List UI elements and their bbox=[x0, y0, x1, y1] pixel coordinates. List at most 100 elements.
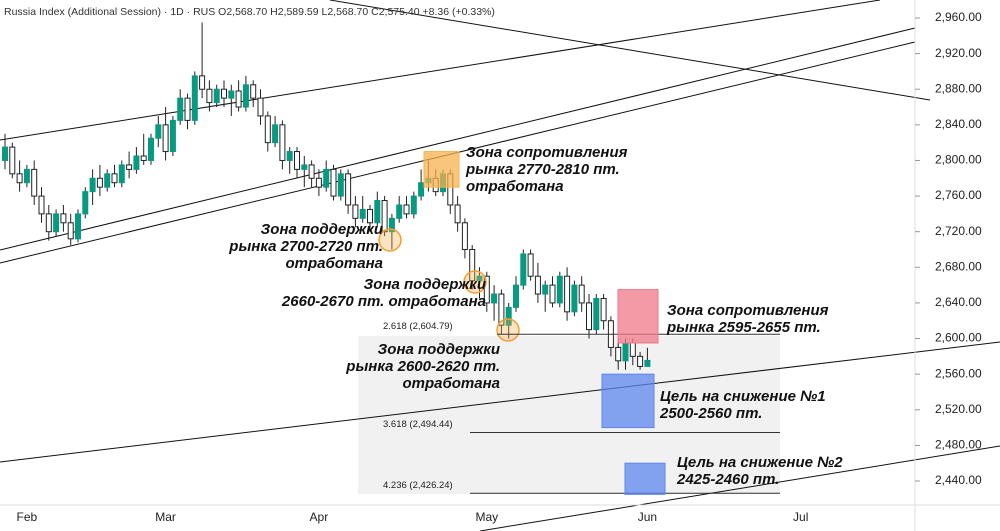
x-tick-label: Feb bbox=[17, 510, 38, 524]
candle-body bbox=[104, 173, 111, 188]
candle-body bbox=[469, 249, 476, 282]
candle-body bbox=[301, 164, 308, 170]
candle-body bbox=[38, 195, 45, 215]
fib-area bbox=[358, 336, 780, 494]
candle-body bbox=[140, 155, 147, 161]
candle-body bbox=[527, 253, 534, 277]
y-tick-label: 2,800.00 bbox=[935, 153, 982, 167]
annotation: Зона сопротивления bbox=[667, 302, 829, 319]
y-tick-label: 2,880.00 bbox=[935, 81, 982, 95]
annotation: Зона поддержки bbox=[261, 221, 383, 238]
candle-body bbox=[199, 75, 206, 90]
candle-body bbox=[206, 88, 213, 104]
candle-body bbox=[315, 177, 322, 188]
annotation: отработана bbox=[466, 178, 564, 195]
candle-body bbox=[272, 124, 279, 144]
annotation: отработана bbox=[402, 375, 500, 392]
candle-body bbox=[564, 275, 571, 313]
candle-body bbox=[148, 137, 154, 161]
candle-body bbox=[586, 302, 592, 331]
zone bbox=[601, 373, 655, 429]
candle-body bbox=[221, 88, 227, 99]
fib-label: 3.618 (2,494.44) bbox=[383, 419, 453, 430]
candle-body bbox=[23, 168, 30, 184]
candle-body bbox=[491, 293, 498, 304]
zone bbox=[617, 289, 659, 344]
annotation: Зона сопротивления bbox=[466, 144, 628, 161]
candle-body bbox=[67, 222, 74, 240]
annotation: 2500-2560 пт. bbox=[659, 405, 762, 422]
trend-line bbox=[0, 27, 916, 251]
trend-line bbox=[0, 341, 1000, 463]
candle-body bbox=[89, 177, 96, 193]
candle-body bbox=[403, 204, 410, 215]
candle-body bbox=[257, 97, 264, 117]
zone bbox=[423, 151, 460, 188]
annotation: Зона поддержки bbox=[378, 341, 500, 358]
y-tick-label: 2,640.00 bbox=[935, 295, 982, 309]
x-tick-label: Apr bbox=[310, 510, 329, 524]
candle-body bbox=[476, 275, 483, 282]
candle-body bbox=[461, 222, 468, 251]
candle-body bbox=[483, 275, 490, 304]
candle-body bbox=[593, 297, 600, 331]
candle-body bbox=[622, 342, 629, 362]
candle-body bbox=[53, 213, 60, 233]
candle-body bbox=[542, 284, 549, 295]
header: Russia Index (Additional Session) · 1D ·… bbox=[4, 6, 495, 18]
x-tick-label: Jul bbox=[793, 510, 808, 524]
candle-body bbox=[294, 151, 300, 170]
plot bbox=[2, 22, 651, 370]
support-marker bbox=[378, 228, 402, 252]
candle-body bbox=[169, 119, 176, 153]
candle-body bbox=[60, 213, 67, 224]
candle-body bbox=[191, 75, 198, 121]
candle-body bbox=[279, 124, 286, 161]
y-tick-label: 2,760.00 bbox=[935, 188, 982, 202]
candle-body bbox=[242, 84, 249, 108]
candle-body bbox=[9, 146, 16, 175]
candle-body bbox=[337, 173, 344, 197]
support-marker bbox=[496, 318, 520, 342]
candle-body bbox=[615, 346, 622, 362]
candle-body bbox=[162, 124, 169, 153]
candle-body bbox=[396, 204, 403, 219]
candle-body bbox=[637, 355, 644, 367]
candle-body bbox=[418, 182, 425, 197]
candle-body bbox=[82, 191, 89, 215]
candle-body bbox=[388, 217, 395, 233]
candle-body bbox=[228, 90, 235, 99]
candle-body bbox=[571, 284, 578, 313]
candle-body bbox=[549, 284, 556, 304]
candle-body bbox=[600, 297, 607, 322]
candle-body bbox=[286, 151, 293, 161]
candle-body bbox=[264, 115, 271, 144]
annotation: рынка 2595-2655 пт. bbox=[666, 319, 821, 336]
annotation: Цель на снижение №2 bbox=[677, 454, 843, 471]
candle-body bbox=[213, 88, 220, 104]
candle-body bbox=[155, 124, 162, 139]
candle-body bbox=[323, 168, 330, 188]
candle-body bbox=[578, 284, 585, 304]
candle-body bbox=[45, 213, 52, 233]
annotation: рынка 2600-2620 пт. bbox=[345, 358, 500, 375]
candle-body bbox=[505, 306, 512, 326]
candle-body bbox=[556, 275, 563, 304]
annotation: 2425-2460 пт. bbox=[676, 471, 779, 488]
support-marker bbox=[463, 270, 487, 294]
y-tick-label: 2,920.00 bbox=[935, 46, 982, 60]
candle-body bbox=[96, 177, 103, 188]
annotation: рынка 2700-2720 пт. bbox=[228, 238, 383, 255]
candle-body bbox=[308, 164, 315, 179]
candle-body bbox=[644, 359, 651, 367]
candle-body bbox=[184, 97, 191, 121]
candle-body bbox=[534, 275, 541, 295]
candle-body bbox=[126, 164, 133, 170]
candle-body bbox=[177, 97, 184, 121]
candle-body bbox=[410, 195, 417, 215]
candle-body bbox=[330, 168, 337, 197]
candle-body bbox=[75, 213, 81, 240]
candle-body bbox=[133, 155, 140, 170]
